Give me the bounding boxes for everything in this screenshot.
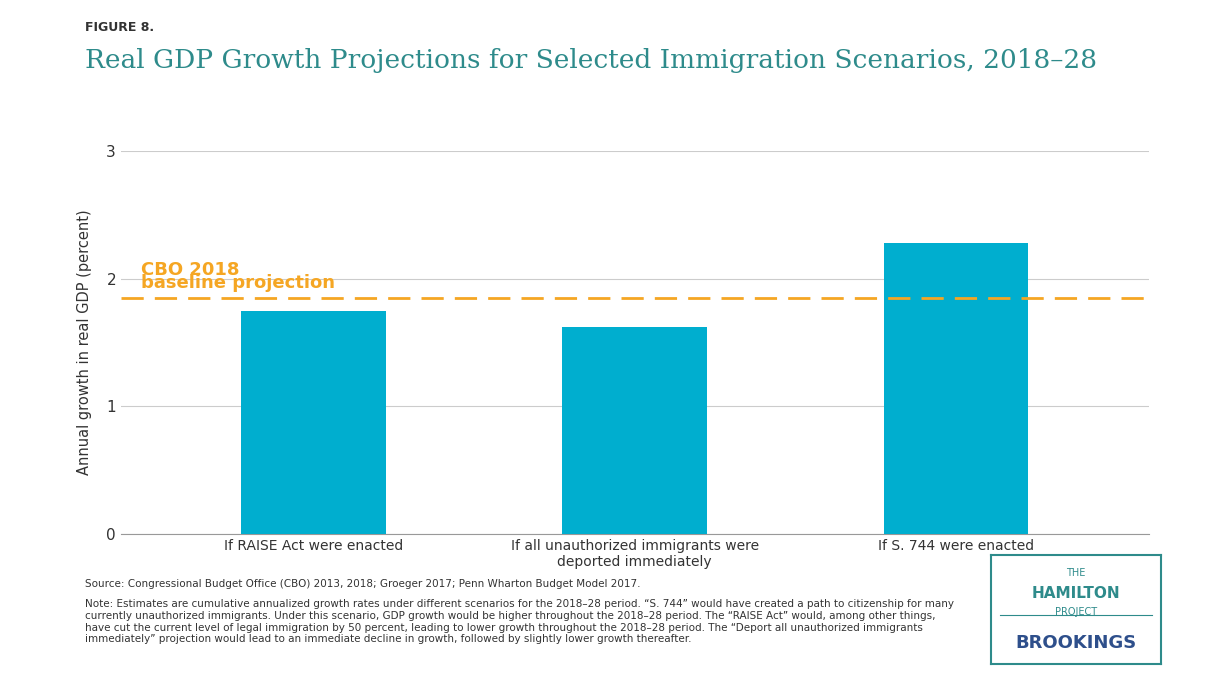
Text: PROJECT: PROJECT [1055, 608, 1097, 617]
Text: HAMILTON: HAMILTON [1031, 586, 1121, 601]
Text: Real GDP Growth Projections for Selected Immigration Scenarios, 2018–28: Real GDP Growth Projections for Selected… [85, 48, 1097, 73]
Bar [562, 327, 707, 534]
Text: THE: THE [1066, 568, 1086, 578]
Text: baseline projection: baseline projection [141, 273, 335, 292]
Text: FIGURE 8.: FIGURE 8. [85, 21, 154, 34]
Bar [884, 242, 1028, 534]
Text: Source: Congressional Budget Office (CBO) 2013, 2018; Groeger 2017; Penn Wharton: Source: Congressional Budget Office (CBO… [85, 579, 640, 589]
Text: Note: Estimates are cumulative annualized growth rates under different scenarios: Note: Estimates are cumulative annualize… [85, 599, 954, 644]
Y-axis label: Annual growth in real GDP (percent): Annual growth in real GDP (percent) [77, 210, 92, 475]
Bar [242, 310, 386, 534]
Text: CBO 2018: CBO 2018 [141, 261, 239, 279]
Text: BROOKINGS: BROOKINGS [1016, 634, 1136, 651]
